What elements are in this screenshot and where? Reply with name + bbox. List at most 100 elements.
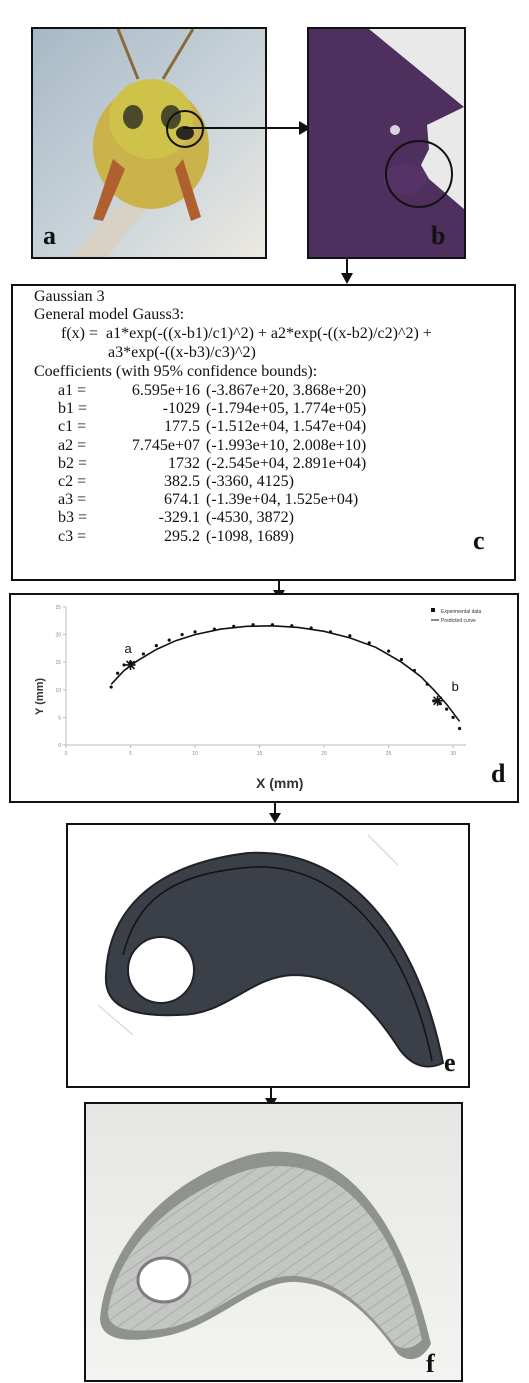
fit-title: Gaussian 3 bbox=[34, 288, 105, 305]
coef-bounds: (-1.39e+04, 1.525e+04) bbox=[206, 491, 359, 509]
panel-c-gaussian-fit-report: Gaussian 3 General model Gauss3: f(x) = … bbox=[11, 284, 516, 581]
coef-bounds: (-4530, 3872) bbox=[206, 509, 294, 527]
chart-legend: Experimental data Predicted curve bbox=[431, 608, 482, 624]
panel-a-grasshopper-photo: a bbox=[31, 27, 267, 259]
annotation-marker bbox=[125, 659, 136, 670]
experimental-point bbox=[154, 644, 158, 648]
experimental-points bbox=[109, 623, 462, 731]
y-tick-label: 25 bbox=[55, 605, 61, 611]
panel-f-label: f bbox=[426, 1349, 435, 1378]
y-tick-label: 10 bbox=[55, 688, 61, 694]
coef-value: 7.745e+07 bbox=[131, 436, 200, 454]
x-axis-label: X (mm) bbox=[256, 775, 303, 791]
y-tick-label: 5 bbox=[58, 715, 61, 721]
cad-model-illustration bbox=[68, 825, 468, 1086]
arrow-d-to-e bbox=[269, 803, 281, 823]
coef-bounds: (-2.545e+04, 2.891e+04) bbox=[206, 454, 367, 472]
panel-d-label: d bbox=[491, 759, 506, 788]
fit-formula-line2: a3*exp(-((x-b3)/c3)^2) bbox=[108, 344, 256, 361]
chart-ticks: 0 5 10 15 20 25 30 0 5 10 15 20 25 bbox=[55, 605, 456, 757]
legend-experimental: Experimental data bbox=[441, 609, 482, 615]
coef-name: c3 = bbox=[58, 527, 87, 545]
experimental-point bbox=[251, 623, 255, 627]
legend-predicted: Predicted curve bbox=[441, 618, 476, 624]
x-tick-label: 15 bbox=[257, 751, 263, 757]
coef-value: -1029 bbox=[162, 400, 200, 418]
panel-c-label: c bbox=[473, 526, 485, 555]
coef-value: 1732 bbox=[168, 454, 200, 472]
arrow-b-to-c bbox=[341, 259, 353, 284]
coef-value: 382.5 bbox=[164, 473, 200, 490]
chart-axes bbox=[65, 607, 466, 746]
annotation-marker bbox=[432, 695, 443, 706]
coef-value: 295.2 bbox=[164, 527, 200, 545]
coef-name: a3 = bbox=[58, 491, 87, 509]
coef-bounds: (-1.512e+04, 1.547e+04) bbox=[206, 418, 367, 436]
x-tick-label: 25 bbox=[386, 751, 392, 757]
coef-name: b1 = bbox=[58, 400, 88, 418]
x-tick-label: 5 bbox=[129, 751, 132, 757]
coef-name: c2 = bbox=[58, 473, 87, 490]
y-tick-label: 0 bbox=[58, 743, 61, 749]
coef-name: c1 = bbox=[58, 418, 87, 436]
coef-value: 6.595e+16 bbox=[131, 382, 200, 399]
experimental-point bbox=[425, 682, 429, 686]
y-axis-label: Y (mm) bbox=[34, 678, 46, 715]
experimental-point bbox=[328, 630, 333, 634]
grasshopper-illustration bbox=[33, 29, 265, 257]
annotation-label: a bbox=[125, 641, 133, 656]
panel-e-cad-model: e bbox=[66, 823, 470, 1088]
panel-b-label: b bbox=[431, 221, 446, 250]
experimental-point bbox=[348, 634, 352, 638]
legend-marker-experimental bbox=[431, 608, 435, 612]
panel-b-mandible-section: b bbox=[307, 27, 466, 259]
experimental-point bbox=[193, 630, 197, 634]
x-tick-label: 30 bbox=[450, 751, 456, 757]
experimental-point bbox=[412, 668, 416, 673]
x-tick-label: 0 bbox=[65, 751, 68, 757]
coef-value: -329.1 bbox=[158, 509, 200, 527]
y-tick-label: 20 bbox=[55, 633, 61, 639]
x-tick-label: 20 bbox=[321, 751, 327, 757]
panel-a-label: a bbox=[43, 221, 56, 250]
coef-name: b2 = bbox=[58, 454, 88, 472]
fit-coef-header: Coefficients (with 95% confidence bounds… bbox=[34, 363, 318, 380]
coef-value: 177.5 bbox=[164, 418, 200, 436]
experimental-point bbox=[399, 657, 404, 662]
fit-model: General model Gauss3: bbox=[34, 306, 185, 323]
coef-bounds: (-1098, 1689) bbox=[206, 527, 294, 545]
experimental-point bbox=[270, 623, 275, 627]
experimental-point bbox=[122, 663, 126, 667]
experimental-point bbox=[167, 638, 171, 642]
coef-bounds: (-3360, 4125) bbox=[206, 473, 294, 490]
fit-formula-line1: f(x) = a1*exp(-((x-b1)/c1)^2) + a2*exp(-… bbox=[61, 325, 432, 342]
x-tick-label: 10 bbox=[192, 751, 198, 757]
y-tick-label: 15 bbox=[55, 660, 61, 666]
annotation-label: b bbox=[452, 679, 459, 694]
coef-name: b3 = bbox=[58, 509, 88, 527]
arrow-a-to-b bbox=[183, 121, 311, 135]
chart-annotations: ab bbox=[125, 641, 459, 706]
coef-bounds: (-1.794e+05, 1.774e+05) bbox=[206, 400, 367, 418]
predicted-curve-line bbox=[110, 624, 461, 722]
mandible-illustration bbox=[309, 29, 464, 257]
experimental-point bbox=[309, 626, 313, 630]
experimental-point bbox=[109, 685, 113, 689]
coef-name: a1 = bbox=[58, 382, 87, 399]
coef-value: 674.1 bbox=[164, 491, 200, 509]
panel-e-label: e bbox=[444, 1048, 456, 1077]
experimental-point bbox=[180, 633, 184, 637]
experimental-point bbox=[386, 649, 391, 653]
coef-name: a2 = bbox=[58, 436, 87, 454]
experimental-point bbox=[367, 641, 371, 645]
experimental-point bbox=[457, 726, 462, 731]
experimental-point bbox=[212, 627, 216, 631]
experimental-point bbox=[451, 715, 455, 719]
coef-bounds: (-3.867e+20, 3.868e+20) bbox=[206, 382, 367, 399]
experimental-point bbox=[445, 707, 449, 711]
panel-f-printed-part-photo: f bbox=[84, 1102, 463, 1382]
experimental-point bbox=[232, 624, 236, 628]
coef-bounds: (-1.993e+10, 2.008e+10) bbox=[206, 436, 367, 454]
